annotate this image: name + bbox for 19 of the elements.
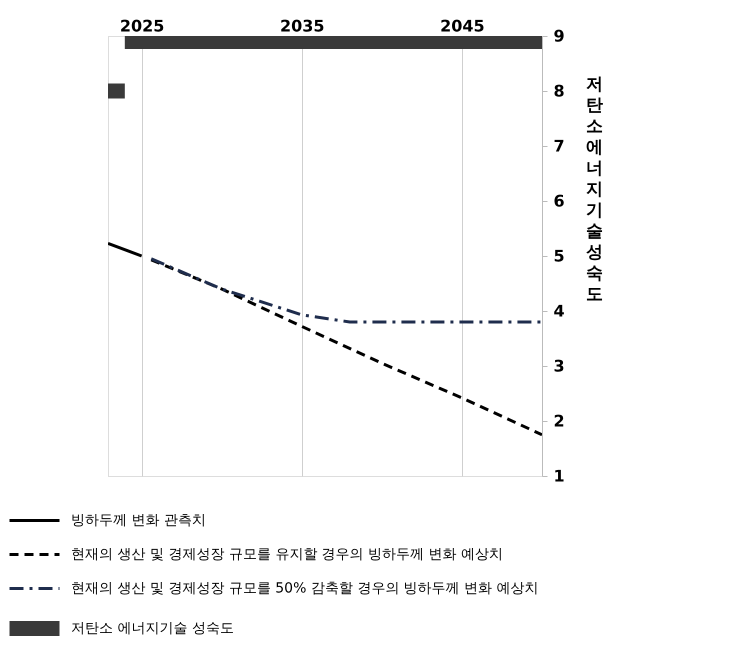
y-tick-label: 5: [554, 246, 565, 266]
legend-label: 현재의 생산 및 경제성장 규모를 유지할 경우의 빙하두께 변화 예상치: [71, 546, 504, 562]
y-tick-label: 9: [554, 26, 565, 46]
y-tick-label: 7: [554, 136, 565, 156]
y-tick-label: 6: [554, 192, 565, 210]
y-tick-label: 8: [554, 82, 565, 100]
y-tick-label: 3: [554, 356, 565, 376]
legend-label: 저탄소 에너지기술 성숙도: [71, 620, 234, 636]
legend-label: 현재의 생산 및 경제성장 규모를 50% 감축할 경우의 빙하두께 변화 예상치: [71, 580, 539, 596]
x-tick-label: 2035: [280, 16, 325, 36]
y-tick-label: 1: [554, 466, 565, 486]
line-series: [150, 257, 542, 324]
text: 저탄소 에너지기술 성숙도: [586, 74, 603, 304]
legend-label: 빙하두께 변화 관측치: [71, 512, 206, 528]
line-series: [150, 258, 542, 436]
y-tick-label: 2: [554, 412, 565, 430]
x-tick-label: 2045: [440, 16, 485, 36]
x-tick-label: 2025: [120, 16, 164, 36]
y-tick-label: 4: [554, 302, 565, 320]
